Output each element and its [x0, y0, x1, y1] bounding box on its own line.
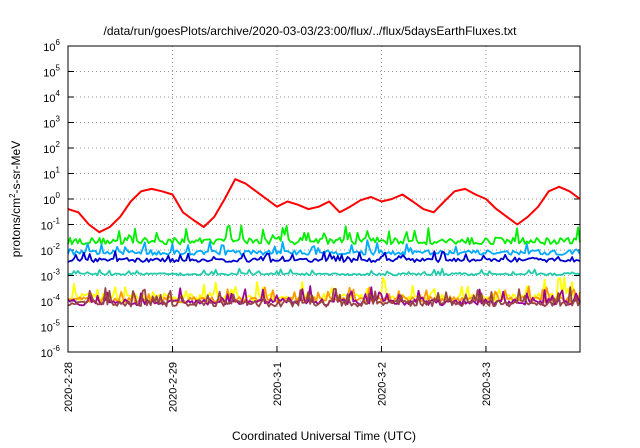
y-tick-label: 101 [43, 166, 60, 182]
y-tick-label: 10-4 [41, 293, 61, 309]
plot-frame [67, 45, 581, 353]
x-tick-label: 2020-3-3 [481, 362, 493, 406]
y-tick-label: 102 [43, 140, 60, 156]
y-tick-label: 105 [43, 64, 60, 80]
x-tick-label: 2020-3-1 [272, 362, 284, 406]
y-tick-label: 10-1 [41, 217, 61, 233]
y-tick-label: 10-2 [41, 242, 61, 258]
series-line-5 [67, 276, 581, 302]
x-tick-labels: 2020-2-28 2020-2-29 2020-3-1 2020-3-2 2020-3… [63, 362, 493, 412]
series-line-3 [67, 250, 581, 263]
series-line-0 [67, 178, 581, 234]
y-tick-labels: 10-6 10-5 10-4 10-3 10-2 10-1 100 101 102 103 104 1… [41, 38, 61, 360]
y-tick-label: 10-5 [41, 319, 61, 335]
series-line-1 [67, 224, 581, 246]
x-tick-label: 2020-3-2 [376, 362, 388, 406]
y-tick-label: 100 [43, 191, 60, 207]
y-tick-label: 10-6 [41, 344, 61, 360]
grid [67, 45, 580, 353]
series-line-8 [67, 286, 581, 308]
chart-title: /data/run/goesPlots/archive/2020-03-03/2… [104, 24, 518, 38]
y-tick-label: 104 [43, 89, 60, 105]
y-tick-label: 106 [43, 38, 60, 54]
series-line-4 [67, 267, 581, 277]
y-tick-label: 103 [43, 115, 60, 131]
y-tick-label: 10-3 [41, 268, 61, 284]
x-axis-label: Coordinated Universal Time (UTC) [232, 429, 416, 443]
y-axis-label: protons/cm2-s-sr-MeV [8, 141, 23, 257]
x-tick-label: 2020-2-29 [167, 362, 179, 412]
series-layer [67, 178, 581, 308]
x-tick-label: 2020-2-28 [63, 362, 75, 412]
